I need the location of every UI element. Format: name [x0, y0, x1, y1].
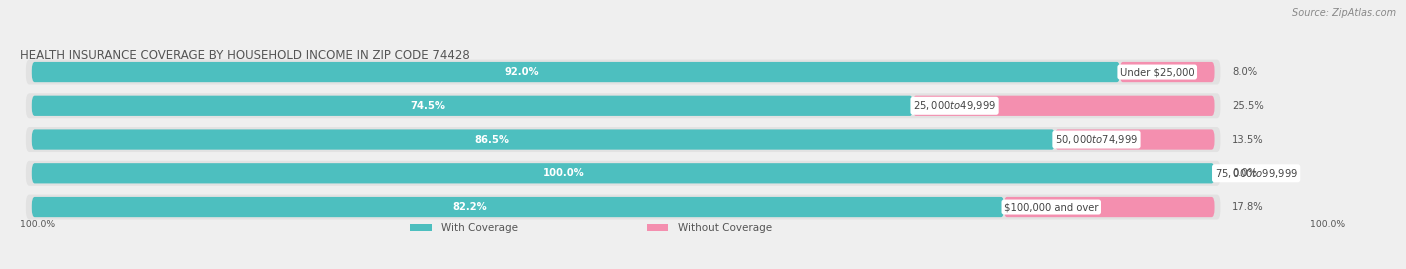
Text: Source: ZipAtlas.com: Source: ZipAtlas.com — [1292, 8, 1396, 18]
Text: 13.5%: 13.5% — [1232, 134, 1264, 144]
FancyBboxPatch shape — [25, 194, 1220, 220]
Text: $75,000 to $99,999: $75,000 to $99,999 — [1215, 167, 1298, 180]
FancyBboxPatch shape — [25, 59, 1220, 84]
FancyBboxPatch shape — [411, 224, 432, 232]
Text: $50,000 to $74,999: $50,000 to $74,999 — [1054, 133, 1137, 146]
Text: HEALTH INSURANCE COVERAGE BY HOUSEHOLD INCOME IN ZIP CODE 74428: HEALTH INSURANCE COVERAGE BY HOUSEHOLD I… — [20, 49, 470, 62]
Text: 25.5%: 25.5% — [1232, 101, 1264, 111]
FancyBboxPatch shape — [32, 129, 1054, 150]
FancyBboxPatch shape — [32, 197, 1004, 217]
FancyBboxPatch shape — [1121, 62, 1215, 82]
Text: 82.2%: 82.2% — [451, 202, 486, 212]
FancyBboxPatch shape — [25, 93, 1220, 118]
FancyBboxPatch shape — [647, 224, 668, 232]
Text: With Coverage: With Coverage — [441, 223, 517, 233]
FancyBboxPatch shape — [32, 62, 1121, 82]
Text: Under $25,000: Under $25,000 — [1121, 67, 1195, 77]
FancyBboxPatch shape — [912, 96, 1215, 116]
Text: 92.0%: 92.0% — [505, 67, 538, 77]
FancyBboxPatch shape — [1054, 129, 1215, 150]
Text: 0.0%: 0.0% — [1232, 168, 1257, 178]
FancyBboxPatch shape — [32, 163, 1215, 183]
Text: Without Coverage: Without Coverage — [678, 223, 772, 233]
FancyBboxPatch shape — [1004, 197, 1215, 217]
Text: 100.0%: 100.0% — [1309, 220, 1344, 229]
FancyBboxPatch shape — [32, 96, 912, 116]
Text: 100.0%: 100.0% — [543, 168, 585, 178]
FancyBboxPatch shape — [25, 161, 1220, 186]
Text: $25,000 to $49,999: $25,000 to $49,999 — [912, 99, 997, 112]
FancyBboxPatch shape — [25, 127, 1220, 152]
Text: 8.0%: 8.0% — [1232, 67, 1257, 77]
Text: 74.5%: 74.5% — [411, 101, 446, 111]
Text: $100,000 and over: $100,000 and over — [1004, 202, 1098, 212]
Text: 17.8%: 17.8% — [1232, 202, 1264, 212]
Text: 86.5%: 86.5% — [475, 134, 510, 144]
Text: 100.0%: 100.0% — [20, 220, 55, 229]
